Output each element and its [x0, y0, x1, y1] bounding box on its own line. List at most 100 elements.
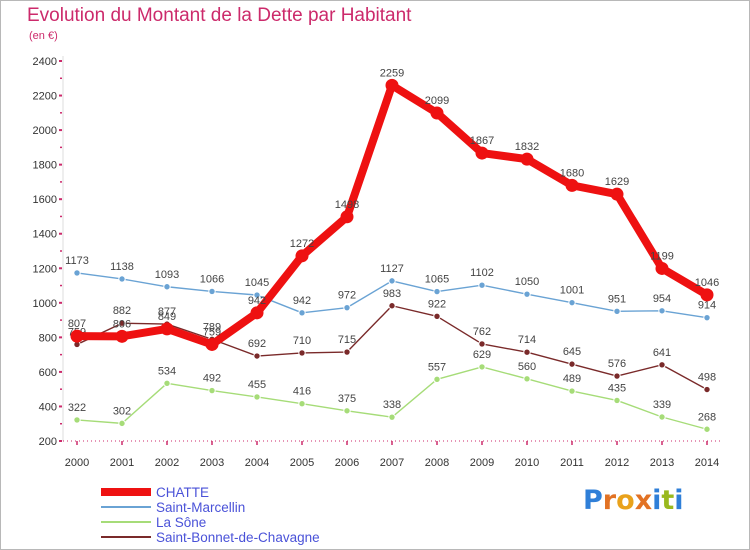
data-point — [613, 372, 621, 380]
data-label: 692 — [248, 338, 266, 350]
x-tick-label: 2013 — [650, 457, 674, 469]
data-point — [703, 313, 711, 322]
x-tick-label: 2011 — [560, 457, 584, 469]
data-point — [568, 360, 576, 368]
data-label: 498 — [698, 372, 716, 384]
brand-letter: i — [652, 485, 662, 516]
data-point — [700, 288, 714, 302]
data-label: 1127 — [380, 263, 404, 275]
data-label: 1093 — [155, 269, 179, 281]
data-point — [475, 146, 489, 160]
data-label: 849 — [158, 311, 176, 323]
data-point — [388, 413, 396, 421]
data-point — [433, 287, 441, 296]
data-label: 455 — [248, 379, 266, 391]
data-point — [523, 348, 531, 356]
x-tick-label: 2006 — [335, 457, 359, 469]
data-label: 882 — [113, 305, 131, 317]
data-label: 942 — [248, 295, 266, 307]
data-point — [478, 340, 486, 348]
data-point — [160, 322, 174, 336]
brand-letter: o — [616, 485, 635, 516]
data-label: 1272 — [290, 238, 314, 250]
data-label: 877 — [158, 306, 176, 318]
data-label: 806 — [113, 318, 131, 330]
y-tick-label: 2200 — [33, 91, 57, 103]
data-point — [568, 298, 576, 307]
data-point — [343, 407, 351, 415]
data-point — [658, 307, 666, 315]
x-tick-label: 2005 — [290, 457, 314, 469]
data-point — [703, 385, 711, 394]
data-label: 714 — [518, 334, 536, 346]
data-label: 1173 — [65, 255, 89, 267]
data-label: 710 — [293, 335, 311, 347]
brand-letter: t — [661, 485, 675, 516]
brand-letter: r — [602, 485, 617, 516]
data-point — [343, 348, 351, 356]
data-point — [73, 416, 81, 424]
data-point — [253, 352, 261, 360]
data-label: 983 — [383, 288, 401, 300]
data-point — [430, 106, 444, 120]
data-point — [298, 309, 306, 317]
brand-logo: Proxiti — [583, 485, 684, 516]
data-label: 1050 — [515, 276, 539, 288]
x-tick-label: 2001 — [110, 457, 134, 469]
legend-label: CHATTE — [156, 485, 209, 500]
data-label: 1065 — [425, 274, 449, 286]
data-point — [565, 178, 579, 192]
x-tick-label: 2010 — [515, 457, 539, 469]
y-tick-label: 2400 — [33, 56, 57, 68]
data-label: 922 — [428, 298, 446, 310]
data-label: 1045 — [245, 277, 269, 289]
data-point — [208, 287, 216, 296]
data-point — [253, 291, 261, 299]
data-label: 302 — [113, 405, 131, 417]
y-tick-label: 1600 — [33, 194, 57, 206]
brand-letter: P — [583, 485, 603, 516]
data-label: 1680 — [560, 167, 584, 179]
data-point — [295, 249, 309, 263]
data-label: 435 — [608, 382, 626, 394]
data-point — [658, 413, 666, 421]
x-tick-label: 2004 — [245, 457, 269, 469]
data-label: 807 — [68, 318, 86, 330]
data-point — [205, 337, 219, 351]
series-2: 322 302 534 492 455 416 375 338 557 629 560 489 435 3… — [68, 349, 716, 433]
brand-letter: i — [674, 485, 684, 516]
data-point — [385, 78, 399, 92]
legend-swatch — [101, 488, 151, 496]
data-label: 1199 — [650, 250, 674, 262]
data-point — [298, 399, 306, 408]
legend-item: Saint-Marcellin — [101, 500, 401, 515]
legend-label: Saint-Bonnet-de-Chavagne — [156, 530, 320, 545]
chart-subtitle: (en €) — [29, 30, 58, 42]
data-point — [478, 281, 486, 289]
data-point — [613, 396, 621, 405]
data-point — [433, 375, 441, 384]
data-point — [73, 269, 81, 277]
data-point — [298, 349, 306, 357]
data-label: 629 — [473, 349, 491, 361]
legend-swatch — [101, 506, 151, 508]
data-point — [658, 361, 666, 369]
x-tick-label: 2009 — [470, 457, 494, 469]
data-point — [433, 312, 441, 320]
y-tick-label: 1400 — [33, 229, 57, 241]
x-tick-label: 2000 — [65, 457, 89, 469]
data-point — [343, 303, 351, 312]
data-label: 1867 — [470, 135, 494, 147]
data-label: 759 — [203, 326, 221, 338]
y-tick-label: 800 — [39, 332, 57, 344]
data-label: 1832 — [515, 141, 539, 153]
data-label: 951 — [608, 293, 626, 305]
x-tick-label: 2003 — [200, 457, 224, 469]
data-point — [118, 319, 126, 327]
data-point — [163, 379, 171, 388]
data-point — [478, 363, 486, 371]
data-label: 914 — [698, 300, 716, 312]
data-label: 942 — [293, 295, 311, 307]
data-point — [70, 329, 84, 343]
data-label: 534 — [158, 365, 176, 377]
